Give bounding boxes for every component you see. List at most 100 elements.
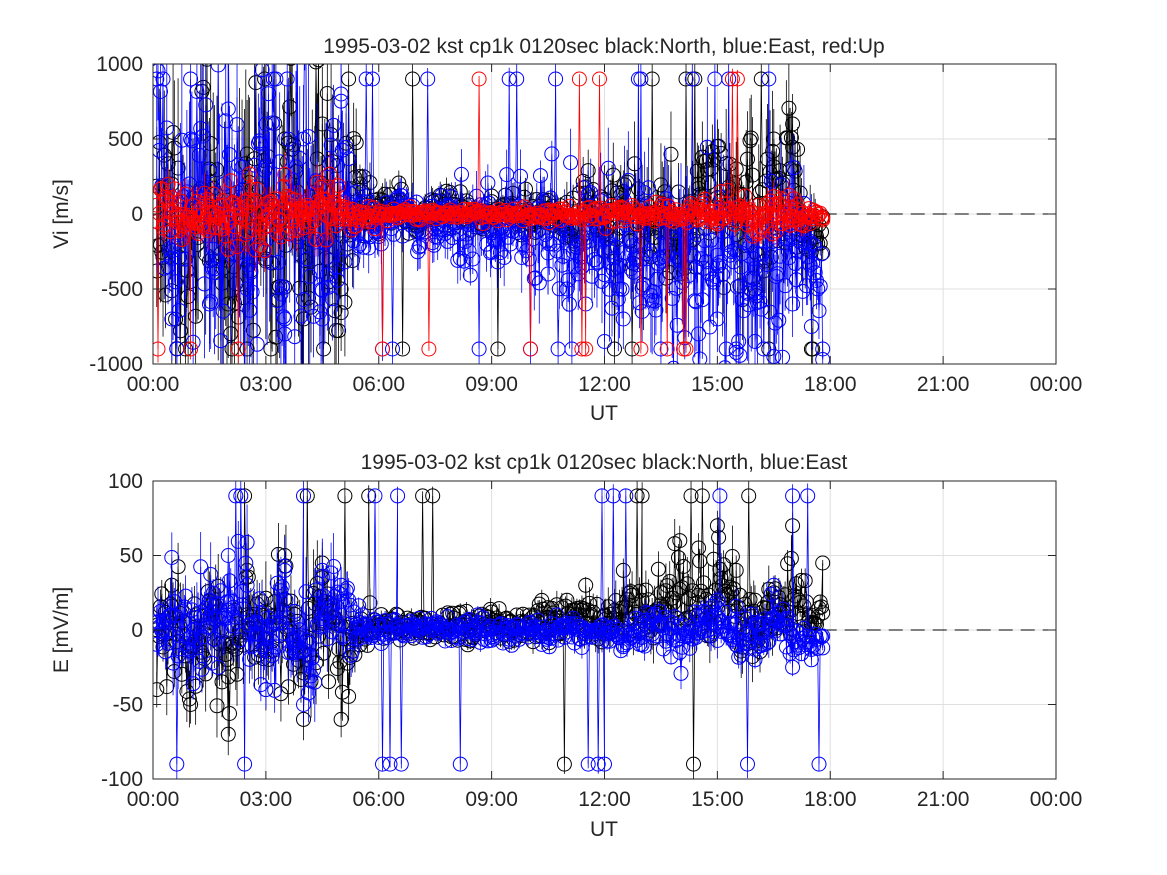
vi-north-marker <box>662 265 678 281</box>
vi-up-marker <box>278 195 294 210</box>
vi-east-marker <box>785 296 801 312</box>
vi-east-marker <box>559 225 575 241</box>
vi-up-marker <box>232 209 247 225</box>
vi-east-marker <box>254 64 270 78</box>
ion-velocity-panel: 00:00 03:00 06:00 09:00 12:00 15:00 18:00 21:00… <box>50 35 1082 425</box>
vi-up-marker <box>190 226 206 241</box>
e-north-marker <box>712 561 728 577</box>
vi-north-marker <box>781 100 797 116</box>
vi-up-marker <box>762 193 778 209</box>
vi-east-marker <box>790 243 806 259</box>
vi-east-marker <box>240 257 256 273</box>
vi-ticks: 00:00 03:00 06:00 09:00 12:00 15:00 18:00 21:00… <box>89 53 1082 396</box>
e-north-marker <box>225 638 241 654</box>
vi-east-marker <box>334 142 350 158</box>
vi-east-marker <box>191 147 207 163</box>
e-north-marker <box>716 557 732 573</box>
vi-up-marker <box>713 184 729 200</box>
e-north-marker <box>333 711 349 727</box>
vi-north-marker <box>812 235 828 251</box>
vi-up-marker <box>574 341 590 357</box>
vi-east-marker <box>748 285 764 301</box>
vi-east-marker <box>637 185 653 201</box>
vi-east-marker <box>319 267 335 283</box>
e-north-marker <box>772 597 788 613</box>
vi-up-marker <box>153 341 166 357</box>
e-north-marker <box>183 697 199 712</box>
e-north-marker <box>638 582 654 598</box>
vi-east-marker <box>600 160 616 176</box>
vi-up-marker <box>313 179 329 195</box>
e-north-marker <box>805 608 821 624</box>
vi-east-marker <box>719 237 735 253</box>
vi-east-marker <box>677 330 693 346</box>
vi-east-marker <box>709 311 725 327</box>
vi-east-marker <box>649 271 665 287</box>
vi-up-marker <box>663 206 679 222</box>
vi-north-marker <box>740 151 755 167</box>
e-north-marker <box>693 583 709 599</box>
vi-north-marker <box>156 147 172 163</box>
vi-east-marker <box>653 341 669 357</box>
vi-east-marker <box>538 227 554 243</box>
vi-east-marker <box>351 238 367 254</box>
electric-field-panel: 00:00 03:00 06:00 09:00 12:00 15:00 18:00 21:00… <box>50 451 1082 841</box>
e-north-marker <box>299 488 315 504</box>
vi-up-marker <box>297 200 313 216</box>
vi-north-marker <box>780 130 796 146</box>
vi-east-marker <box>178 251 194 267</box>
vi-up-marker <box>267 191 283 207</box>
vi-east-marker <box>183 71 199 87</box>
vi-east-marker <box>480 175 496 191</box>
vi-up-marker <box>755 209 770 225</box>
vi-north-marker <box>201 64 213 67</box>
vi-east-marker <box>461 243 477 259</box>
vi-east-marker <box>810 281 826 297</box>
vi-north-marker <box>785 116 801 132</box>
e-north-marker <box>153 682 165 698</box>
vi-up-marker <box>273 229 289 245</box>
vi-east-marker <box>312 304 328 320</box>
vi-east-marker <box>559 281 575 297</box>
e-north-marker <box>219 652 235 668</box>
vi-east-marker <box>505 223 521 239</box>
vi-east-marker <box>230 157 246 173</box>
vi-up-marker <box>309 174 325 190</box>
vi-east-marker <box>168 274 184 290</box>
vi-east-marker <box>745 270 760 286</box>
vi-east-marker <box>338 140 354 155</box>
vi-up-marker <box>760 196 775 212</box>
vi-east-marker <box>166 238 182 254</box>
e-north-marker <box>222 706 237 721</box>
vi-east-marker <box>763 173 779 189</box>
vi-up-marker <box>176 217 192 233</box>
vi-east-marker <box>583 185 599 201</box>
vi-east-marker <box>770 266 786 282</box>
vi-north-marker <box>758 173 774 189</box>
e-north-marker <box>361 488 377 504</box>
vi-up-marker <box>633 341 649 357</box>
e-series-group <box>153 481 1056 779</box>
vi-up-marker <box>678 341 694 357</box>
vi-up-marker <box>623 204 639 219</box>
e-north-marker <box>329 661 345 677</box>
vi-east-marker <box>198 97 214 113</box>
vi-east-marker <box>299 251 315 267</box>
e-north-marker <box>258 590 274 606</box>
vi-east-marker <box>263 255 279 270</box>
vi-east-marker <box>540 245 556 261</box>
vi-north-marker <box>703 161 719 177</box>
e-north-marker <box>691 540 707 556</box>
e-north-marker <box>672 581 688 597</box>
e-north-marker <box>220 726 236 742</box>
vi-up-marker <box>170 215 186 230</box>
vi-east-marker <box>531 275 547 291</box>
e-north-marker <box>811 600 827 616</box>
vi-up-marker <box>516 199 532 215</box>
series-east-e <box>153 481 831 779</box>
e-north-marker <box>223 637 239 652</box>
vi-east-marker <box>519 243 535 259</box>
vi-east-marker <box>462 267 478 283</box>
vi-east-marker <box>395 228 411 244</box>
vi-up-marker <box>486 209 502 225</box>
